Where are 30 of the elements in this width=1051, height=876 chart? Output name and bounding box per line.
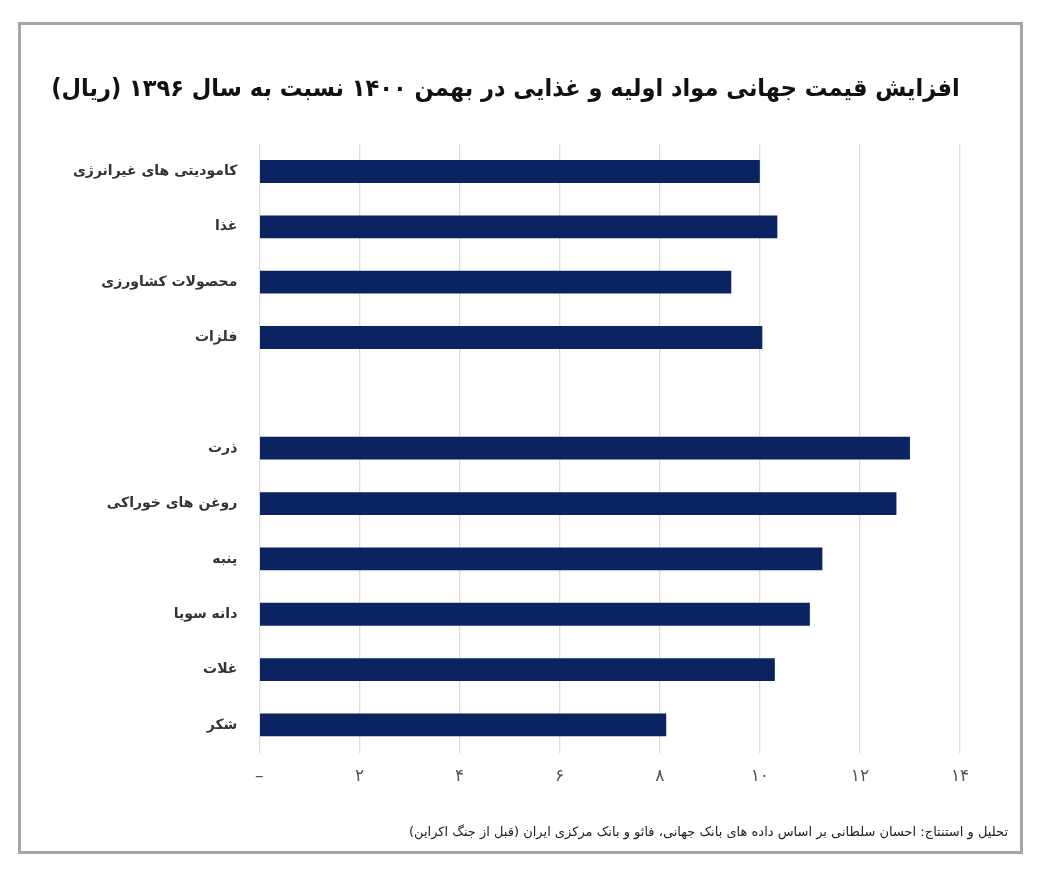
x-tick-label: ۸ bbox=[655, 765, 665, 786]
x-tick-label: ۱۰ bbox=[750, 765, 769, 786]
bar bbox=[260, 492, 897, 515]
x-tick-label: ۴ bbox=[454, 765, 465, 786]
bar bbox=[260, 160, 760, 183]
y-tick-label: محصولات کشاورزی bbox=[101, 272, 238, 290]
bar bbox=[260, 602, 810, 626]
chart-title: افزایش قیمت جهانی مواد اولیه و غذایی در بهمن ۱۴۰۰ نسبت به سال ۱۳۹۶ (ریال) bbox=[51, 72, 960, 102]
bar bbox=[260, 547, 823, 571]
x-tick-label: ۱۲ bbox=[850, 765, 870, 786]
bar bbox=[260, 436, 910, 460]
y-tick-label: دانه سویا bbox=[173, 604, 238, 622]
bar bbox=[260, 326, 763, 349]
bar bbox=[260, 713, 667, 737]
bar bbox=[260, 270, 732, 294]
text: تحلیل و استنتاج: احسان سلطانی بر اساس داده های بانک جهانی، فائو و بانک مرکزی ایران (قبل از جنگ اکراین) bbox=[408, 823, 1009, 840]
y-tick-label: غلات bbox=[203, 660, 238, 677]
y-tick-label: شکر bbox=[205, 715, 238, 733]
y-tick-label: فلزات bbox=[194, 328, 238, 346]
bar bbox=[260, 215, 778, 239]
bar bbox=[260, 658, 775, 681]
y-tick-label: روغن های خوراکی bbox=[106, 494, 238, 512]
y-tick-label: کامودیتی های غیرانرژی bbox=[72, 162, 239, 180]
x-tick-label: – bbox=[255, 765, 264, 786]
x-tick-label: ۱۴ bbox=[950, 765, 970, 786]
y-tick-label: پنبه bbox=[212, 549, 238, 567]
x-tick-label: ۲ bbox=[354, 765, 365, 786]
y-tick-label: ذرت bbox=[208, 438, 238, 455]
y-tick-label: غذا bbox=[214, 217, 238, 234]
x-tick-label: ۶ bbox=[555, 765, 565, 786]
